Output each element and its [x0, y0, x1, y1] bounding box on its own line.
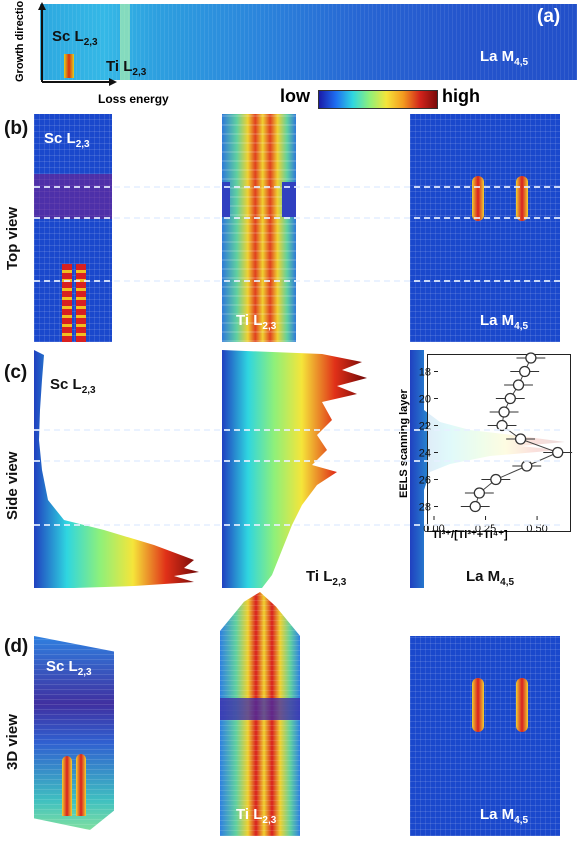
data-point — [521, 460, 533, 472]
side-view-guide-line-1 — [34, 429, 560, 431]
data-point — [490, 473, 502, 486]
top-view-ti-map — [222, 114, 296, 342]
3d-view-la-label: La M4,5 — [480, 806, 529, 826]
colorbar — [318, 90, 438, 109]
panel-a-label-ti: Ti L2,3 — [106, 58, 147, 78]
inset-chart-box — [427, 354, 571, 532]
data-point — [473, 487, 486, 499]
side-view-la-label: La M4,5 — [466, 568, 515, 588]
3d-view-ti-map — [220, 592, 300, 836]
side-view-sc-label: Sc L2,3 — [50, 376, 96, 396]
y-tick-label: 28 — [419, 502, 431, 514]
sc-3d-peak-1 — [62, 756, 72, 816]
panel-letter-a: (a) — [537, 6, 561, 27]
3d-view-sc-label: Sc L2,3 — [46, 658, 92, 678]
top-view-la-label: La M4,5 — [480, 312, 529, 332]
3d-view-sc-map — [34, 636, 114, 830]
side-view-sc-profile — [34, 350, 199, 588]
data-point — [504, 392, 516, 405]
y-tick-label: 26 — [419, 475, 431, 487]
panel-a-label-la: La M4,5 — [480, 48, 529, 68]
y-tick-label: 18 — [419, 367, 431, 379]
sc-3d-peak-2 — [76, 754, 86, 816]
inset-chart-ylabel: EELS scanning layer — [398, 389, 410, 498]
side-view-ti-profile — [222, 350, 367, 588]
top-view-la-map — [410, 114, 560, 342]
panel-letter-c: (c) — [4, 362, 28, 383]
data-point — [512, 379, 525, 391]
panel-a-label-sc: Sc L2,3 — [52, 28, 98, 48]
top-view-guide-line-2 — [34, 217, 560, 219]
side-view-ti-label: Ti L2,3 — [306, 568, 347, 588]
data-point — [519, 365, 531, 378]
top-view-ti-label: Ti L2,3 — [236, 312, 277, 332]
panel-a-axes — [38, 2, 117, 86]
x-tick-label: 0.00 — [423, 523, 444, 535]
data-point — [498, 406, 510, 418]
y-tick-label: 20 — [419, 394, 431, 406]
top-view-guide-line-3 — [34, 280, 560, 282]
row-label-3d-view: 3D view — [4, 714, 21, 770]
top-view-guide-line-1 — [34, 186, 560, 188]
colorbar-high-label: high — [442, 86, 480, 106]
data-point — [514, 433, 527, 445]
colorbar-low-label: low — [280, 86, 310, 106]
y-tick-label: 24 — [419, 448, 431, 460]
x-tick-label: 0.50 — [526, 523, 547, 535]
sc-hot-stripe-1 — [62, 264, 72, 342]
side-view-guide-line-2 — [34, 460, 560, 462]
la-3d-peak-1 — [472, 678, 484, 732]
sc-band-hot — [64, 54, 74, 78]
panel-letter-d: (d) — [4, 636, 29, 657]
x-axis-label-loss-energy: Loss energy — [98, 92, 169, 106]
la-hot-spot-1 — [472, 176, 484, 221]
data-point — [469, 500, 481, 513]
data-point — [525, 352, 537, 364]
ti-band — [120, 4, 130, 80]
y-axis-label-growth-direction: Growth direction — [14, 0, 26, 82]
top-view-sc-map — [34, 114, 112, 342]
inset-chart-xlabel: Ti³⁺/[Ti³⁺+Ti⁴⁺] — [432, 529, 508, 541]
side-view-guide-line-3 — [34, 524, 560, 526]
sc-hot-stripe-2 — [76, 264, 86, 342]
la-hot-spot-2 — [516, 176, 528, 221]
row-label-top-view: Top view — [4, 206, 21, 270]
panel-letter-b: (b) — [4, 118, 29, 139]
panel-a-spectrum-image — [40, 4, 577, 80]
panel-a: (a) Growth direction Loss energy Sc L2,3… — [0, 0, 581, 110]
row-label-side-view: Side view — [4, 451, 21, 520]
x-tick-label: 0.25 — [475, 523, 496, 535]
3d-view-ti-label: Ti L2,3 — [236, 806, 277, 826]
la-3d-peak-2 — [516, 678, 528, 732]
top-view-sc-label: Sc L2,3 — [44, 130, 90, 150]
data-point — [552, 446, 564, 459]
3d-view-la-map — [410, 636, 560, 836]
